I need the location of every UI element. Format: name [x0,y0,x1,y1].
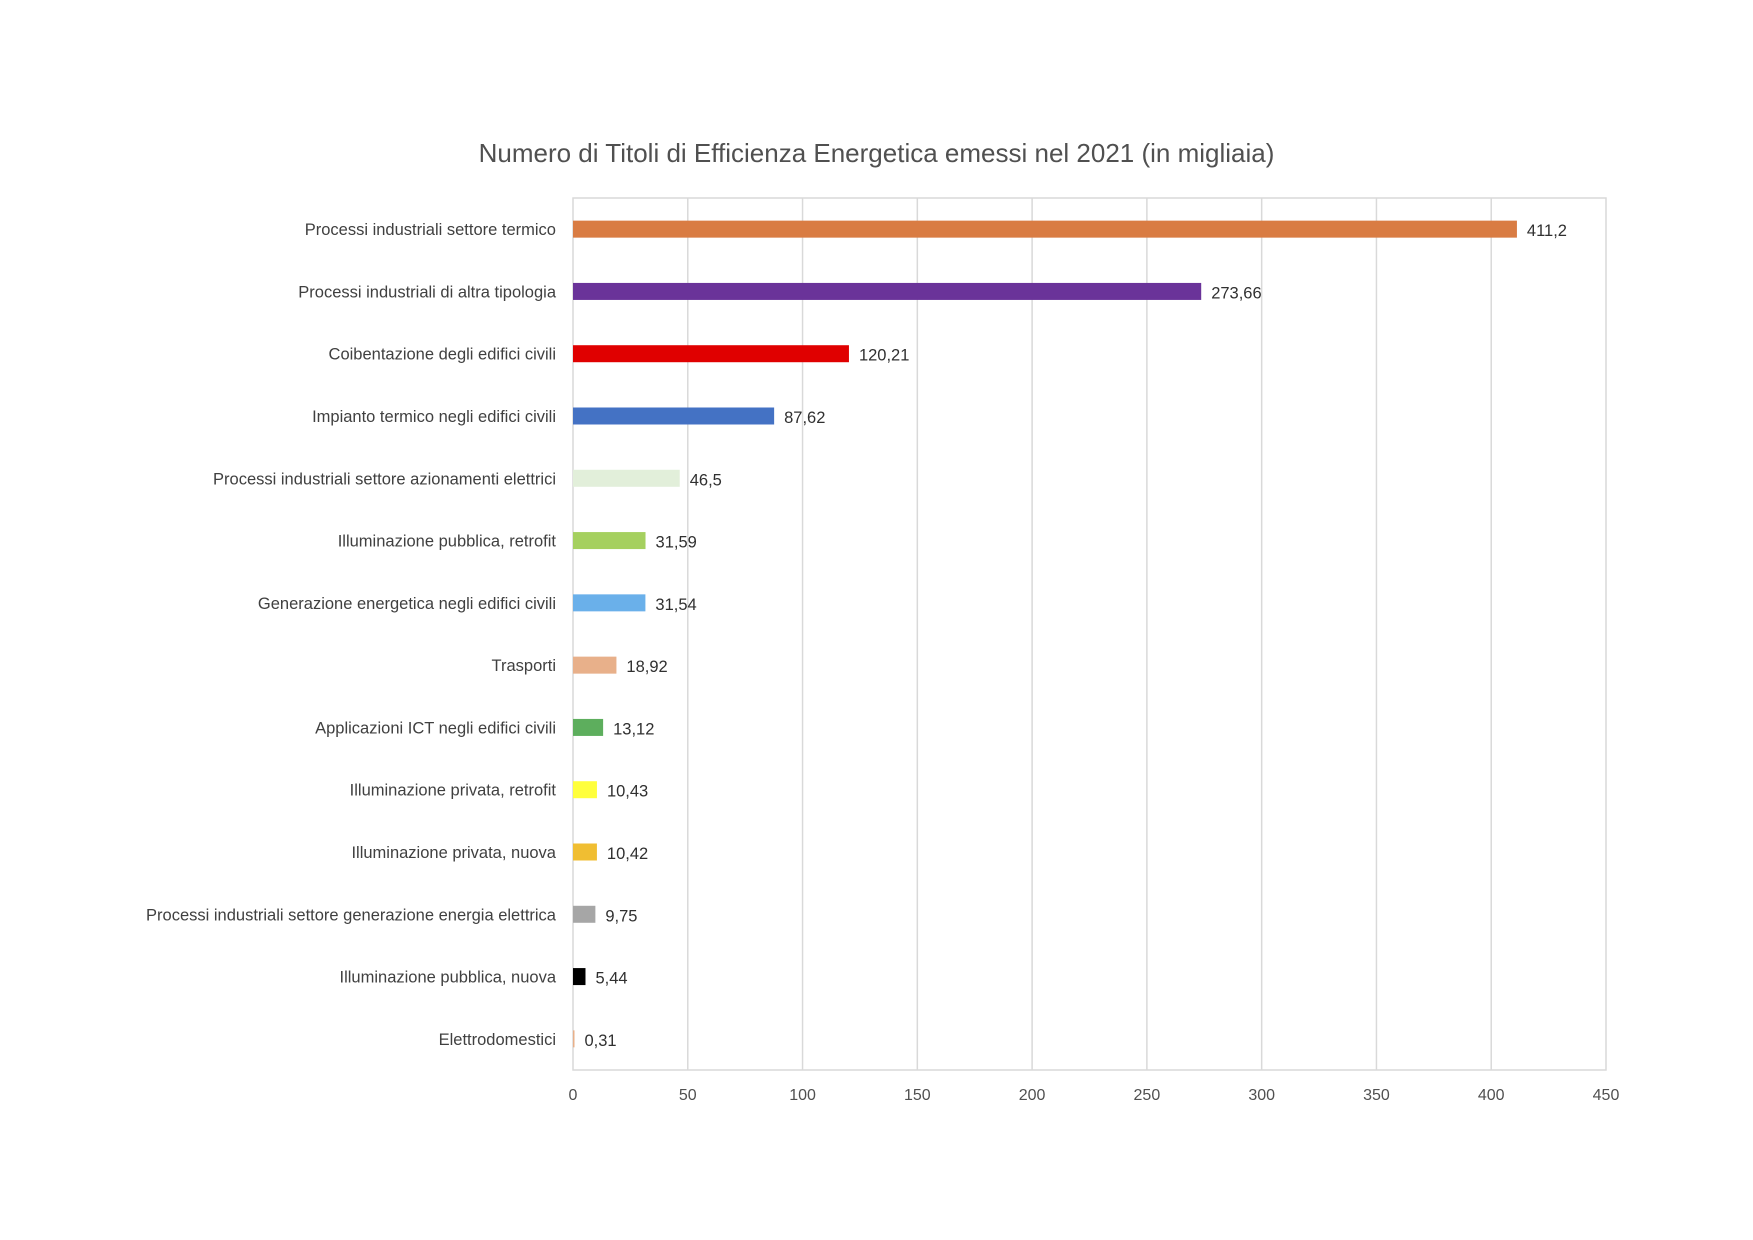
bar [573,905,596,923]
category-label: Applicazioni ICT negli edifici civili [315,719,556,737]
category-label: Illuminazione pubblica, retrofit [338,533,557,551]
data-label: 46,5 [690,471,722,489]
category-label: Illuminazione privata, retrofit [350,782,557,800]
grid-layer [572,197,1607,1071]
x-tick-label: 450 [1593,1087,1620,1104]
x-tick-label: 400 [1478,1087,1505,1104]
bar [573,656,617,674]
tick-layer: 0 50 100 150 200 250 300 350 400 450 [569,1087,1620,1104]
data-label: 411,2 [1527,222,1567,240]
x-tick-label: 300 [1248,1087,1275,1104]
data-label: 87,62 [784,409,825,427]
x-tick-label: 350 [1363,1087,1390,1104]
bar-layer [573,220,1517,1048]
category-label: Illuminazione pubblica, nuova [340,969,557,987]
label-layer: Processi industriali settore termico 411,… [146,221,1567,1050]
data-label: 273,66 [1211,284,1261,302]
data-label: 120,21 [859,347,909,365]
category-label: Processi industriali settore termico [305,221,556,239]
category-label: Elettrodomestici [439,1031,556,1049]
x-tick-label: 100 [789,1087,816,1104]
category-label: Processi industriali settore azionamenti… [213,470,556,488]
data-label: 10,43 [607,783,648,801]
bar [573,407,775,425]
category-label: Generazione energetica negli edifici civ… [258,595,556,613]
data-label: 18,92 [626,658,667,676]
bar [573,1030,575,1048]
bar [573,345,849,363]
bar [573,594,646,612]
data-label: 5,44 [595,970,627,988]
x-tick-label: 200 [1019,1087,1046,1104]
category-label: Coibentazione degli edifici civili [329,346,556,364]
category-label: Illuminazione privata, nuova [351,844,556,862]
bar [573,532,646,550]
bar [573,781,597,799]
data-label: 13,12 [613,720,654,738]
bar [573,968,586,986]
bar [573,282,1202,300]
x-tick-label: 50 [679,1087,697,1104]
bar [573,718,604,736]
x-tick-label: 0 [569,1087,578,1104]
bar [573,469,680,487]
bar [573,220,1517,238]
plot-area-border [572,197,1607,1071]
category-label: Processi industriali di altra tipologia [298,283,557,301]
x-tick-label: 150 [904,1087,931,1104]
x-tick-label: 250 [1134,1087,1161,1104]
category-label: Trasporti [492,657,557,675]
data-label: 10,42 [607,845,648,863]
category-label: Processi industriali settore generazione… [146,906,557,924]
data-label: 0,31 [585,1032,617,1050]
data-label: 9,75 [605,907,637,925]
chart-title: Numero di Titoli di Efficienza Energetic… [478,138,1275,168]
category-label: Impianto termico negli edifici civili [312,408,556,426]
data-label: 31,59 [656,534,697,552]
bar [573,843,597,861]
data-label: 31,54 [655,596,696,614]
